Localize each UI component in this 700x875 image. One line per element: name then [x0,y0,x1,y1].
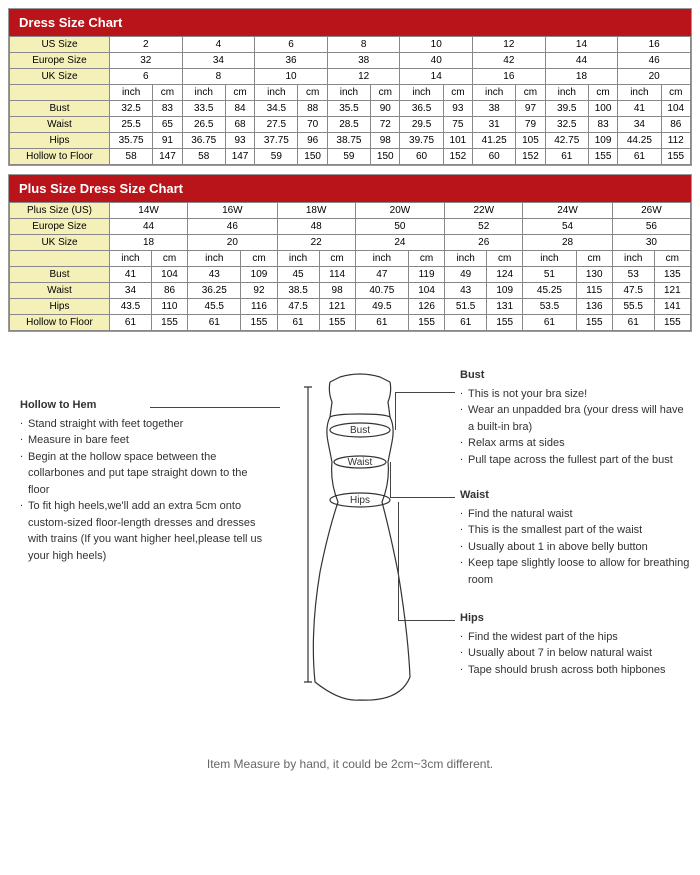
info-item: Usually about 7 in below natural waist [460,645,690,662]
chart2-table: Plus Size (US)14W16W18W20W22W24W26WEurop… [9,202,691,331]
info-item: Wear an unpadded bra (your dress will ha… [460,402,690,435]
measurement-diagram: Bust Waist Hips Hollow to Hem Stand stra… [20,362,680,742]
info-item: This is the smallest part of the waist [460,522,690,539]
info-item: Begin at the hollow space between the co… [20,449,265,499]
info-item: Keep tape slightly loose to allow for br… [460,555,690,588]
plus-size-chart: Plus Size Dress Size Chart Plus Size (US… [8,174,692,332]
dress-size-chart: Dress Size Chart US Size246810121416Euro… [8,8,692,166]
chart1-title: Dress Size Chart [9,9,691,36]
hollow-info: Hollow to Hem Stand straight with feet t… [20,397,265,564]
info-item: Relax arms at sides [460,435,690,452]
info-item: Pull tape across the fullest part of the… [460,452,690,469]
chart1-table: US Size246810121416Europe Size3234363840… [9,36,691,165]
chart2-title: Plus Size Dress Size Chart [9,175,691,202]
hips-info: Hips Find the widest part of the hipsUsu… [460,610,690,678]
bust-info: Bust This is not your bra size!Wear an u… [460,367,690,468]
hollow-title: Hollow to Hem [20,397,265,414]
info-item: This is not your bra size! [460,386,690,403]
waist-info: Waist Find the natural waistThis is the … [460,487,690,588]
svg-text:Waist: Waist [348,457,373,468]
info-item: Find the widest part of the hips [460,629,690,646]
info-item: Tape should brush across both hipbones [460,662,690,679]
bust-title: Bust [460,367,690,384]
dress-illustration: Bust Waist Hips [280,372,440,712]
svg-text:Bust: Bust [350,425,370,436]
info-item: Find the natural waist [460,506,690,523]
info-item: Measure in bare feet [20,432,265,449]
info-item: To fit high heels,we'll add an extra 5cm… [20,498,265,564]
hips-title: Hips [460,610,690,627]
info-item: Stand straight with feet together [20,416,265,433]
info-item: Usually about 1 in above belly button [460,539,690,556]
svg-text:Hips: Hips [350,495,370,506]
waist-title: Waist [460,487,690,504]
footer-note: Item Measure by hand, it could be 2cm~3c… [0,757,700,771]
